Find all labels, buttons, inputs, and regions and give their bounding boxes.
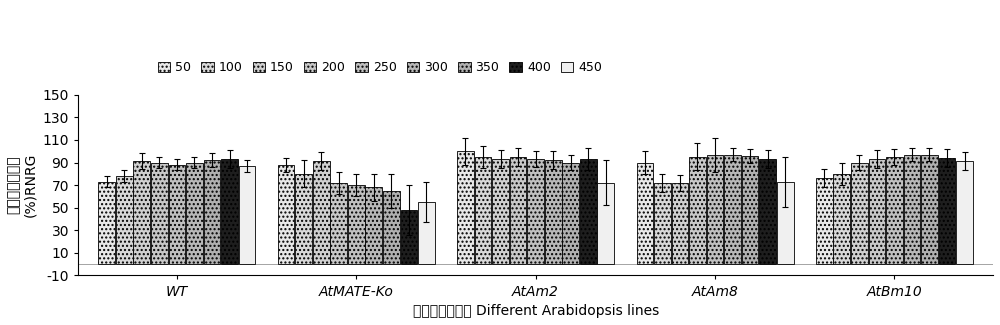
Bar — [904, 155, 920, 264]
Bar — [777, 182, 794, 264]
Bar — [492, 159, 509, 264]
Bar — [221, 159, 238, 264]
Bar — [689, 157, 706, 264]
Bar — [510, 157, 526, 264]
Bar — [383, 191, 400, 264]
Bar — [816, 178, 833, 264]
Legend: 50, 100, 150, 200, 250, 300, 350, 400, 450: 50, 100, 150, 200, 250, 300, 350, 400, 4… — [158, 61, 602, 74]
Bar — [580, 159, 597, 264]
Bar — [833, 174, 850, 264]
Bar — [239, 166, 255, 264]
Bar — [313, 162, 330, 264]
Bar — [348, 185, 365, 264]
Bar — [637, 162, 653, 264]
Bar — [365, 188, 382, 264]
Bar — [295, 174, 312, 264]
Bar — [851, 162, 868, 264]
Bar — [562, 162, 579, 264]
Bar — [98, 182, 115, 264]
Bar — [204, 160, 220, 264]
Y-axis label: 相对根系生长量
(%)RNRG: 相对根系生长量 (%)RNRG — [7, 153, 37, 217]
Bar — [939, 158, 955, 264]
Bar — [672, 183, 688, 264]
Bar — [921, 155, 938, 264]
Bar — [724, 155, 741, 264]
Bar — [869, 159, 885, 264]
X-axis label: 不同拟南芥株系 Different Arabidopsis lines: 不同拟南芥株系 Different Arabidopsis lines — [413, 304, 659, 318]
Bar — [759, 159, 776, 264]
Bar — [545, 160, 562, 264]
Bar — [475, 157, 491, 264]
Bar — [457, 151, 474, 264]
Bar — [169, 165, 185, 264]
Bar — [418, 202, 435, 264]
Bar — [956, 162, 973, 264]
Bar — [278, 165, 294, 264]
Bar — [330, 183, 347, 264]
Bar — [133, 162, 150, 264]
Bar — [116, 176, 133, 264]
Bar — [742, 156, 758, 264]
Bar — [654, 183, 671, 264]
Bar — [151, 162, 168, 264]
Bar — [527, 159, 544, 264]
Bar — [886, 157, 903, 264]
Bar — [186, 162, 203, 264]
Bar — [707, 155, 723, 264]
Bar — [401, 210, 417, 264]
Bar — [597, 183, 614, 264]
